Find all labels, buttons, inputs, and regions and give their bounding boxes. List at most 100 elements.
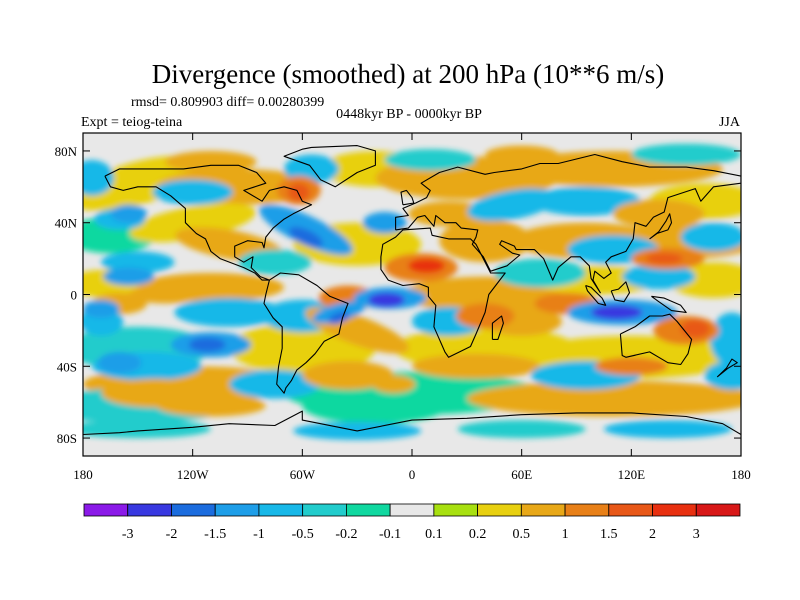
colorbar-swatch <box>477 503 522 517</box>
field-contour <box>710 312 741 367</box>
colorbar-swatch <box>564 503 610 517</box>
coastline-new-guinea <box>651 295 687 313</box>
colorbar-swatch <box>520 503 566 517</box>
x-tick-label: 180 <box>731 467 751 482</box>
coastline-madagascar <box>491 315 504 340</box>
field-contour <box>129 203 256 243</box>
colorbar-label: 0.5 <box>513 527 531 542</box>
field-contour <box>287 183 310 202</box>
coastline-antarctica <box>83 410 741 436</box>
field-contour <box>101 251 175 273</box>
colorbar-label: 0.2 <box>469 527 487 542</box>
field-contour <box>229 369 321 399</box>
field-contour <box>530 186 641 216</box>
field-contour <box>189 337 226 352</box>
colorbar-label: -1 <box>253 527 265 542</box>
field-contour <box>466 380 741 417</box>
colorbar-swatch <box>389 503 435 517</box>
colorbar-swatch <box>302 503 347 517</box>
field-contour <box>302 387 449 424</box>
x-tick-label: 60W <box>290 467 316 482</box>
colorbar: -3 -2 -1.5 -1 -0.5 -0.2 -0.1 0.1 0.2 0.5 1 1.5 2 3 <box>83 503 741 542</box>
y-tick-label: 40N <box>55 216 78 231</box>
coastline-sumatra <box>585 284 607 306</box>
chart-title: Divergence (smoothed) at 200 hPa (10**6 … <box>152 59 664 89</box>
colorbar-label: -0.1 <box>379 527 401 542</box>
colorbar-swatch <box>83 503 129 517</box>
field-contour <box>128 285 202 304</box>
colorbar-label: 3 <box>693 527 700 542</box>
field-contour <box>174 298 284 327</box>
field-contour <box>289 226 323 248</box>
field-contour <box>631 143 741 166</box>
coastline-borneo <box>610 281 631 303</box>
field-contour <box>238 249 312 275</box>
field-contour <box>494 258 586 288</box>
x-tick-label: 60E <box>511 467 532 482</box>
field-contour <box>110 204 147 223</box>
colorbar-label: 2 <box>649 527 656 542</box>
field-contour <box>594 357 668 376</box>
field-contour <box>97 351 142 374</box>
field-contour <box>384 149 476 171</box>
period-text: 0448kyr BP - 0000kyr BP <box>336 107 482 122</box>
colorbar-label: 0.1 <box>425 527 443 542</box>
y-tick-label: 40S <box>57 359 77 374</box>
coastlines <box>83 145 741 436</box>
coastline-new-zealand <box>716 358 738 378</box>
stats-text: rmsd= 0.809903 diff= 0.00280399 <box>131 95 324 110</box>
colorbar-swatch <box>433 503 478 517</box>
coastline-japan <box>649 213 673 240</box>
experiment-text: Expt = teiog-teina <box>81 115 183 130</box>
field-contour <box>439 219 531 263</box>
colorbar-label: -0.5 <box>292 527 314 542</box>
coastline-greenland <box>283 145 376 188</box>
field-contour <box>371 375 416 394</box>
field-contour <box>156 395 266 417</box>
coastline-south-america <box>263 272 349 394</box>
field-contour <box>368 292 405 308</box>
field-contour <box>83 299 120 318</box>
field-contour <box>613 199 705 229</box>
field-contour <box>103 267 155 286</box>
y-tick-label: 0 <box>71 288 78 303</box>
coastline-britain <box>400 189 415 206</box>
field-contour <box>165 150 257 173</box>
colorbar-swatch <box>652 503 697 517</box>
colorbar-swatch <box>258 503 304 517</box>
axis-ticks: 180 120W 60W 0 60E 120E 180 80N 40N 0 40S 80S <box>55 133 751 482</box>
field-contour <box>83 160 114 196</box>
coastline-north-america <box>104 164 313 281</box>
field-contour <box>680 319 710 338</box>
x-tick-label: 120E <box>618 467 646 482</box>
field-contour <box>302 360 394 390</box>
colorbar-label: 1.5 <box>600 527 618 542</box>
field-contour <box>83 155 206 211</box>
coastline-eurasia <box>395 153 741 294</box>
coastline-australia <box>619 313 693 366</box>
coastline-africa <box>380 227 506 358</box>
map-plot: 180 120W 60W 0 60E 120E 180 80N 40N 0 40S 80S <box>55 132 751 482</box>
x-tick-label: 120W <box>177 467 210 482</box>
divergence-field <box>83 143 741 440</box>
field-contour <box>485 145 559 164</box>
colorbar-swatch <box>608 503 653 517</box>
field-contour <box>704 360 741 390</box>
colorbar-label: -1.5 <box>204 527 226 542</box>
field-contour <box>455 303 515 329</box>
colorbar-label: -2 <box>166 527 178 542</box>
colorbar-swatch <box>695 503 741 517</box>
x-tick-label: 180 <box>73 467 93 482</box>
field-contour <box>408 258 445 273</box>
colorbar-label: -3 <box>122 527 134 542</box>
field-contour <box>362 211 407 234</box>
field-contour <box>591 305 643 320</box>
colorbar-swatch <box>127 503 172 517</box>
field-contour <box>645 253 683 264</box>
colorbar-swatch <box>345 503 391 517</box>
y-tick-label: 80N <box>55 144 78 159</box>
field-contour <box>603 420 732 439</box>
colorbar-swatch <box>171 503 216 517</box>
field-contour <box>412 353 540 379</box>
